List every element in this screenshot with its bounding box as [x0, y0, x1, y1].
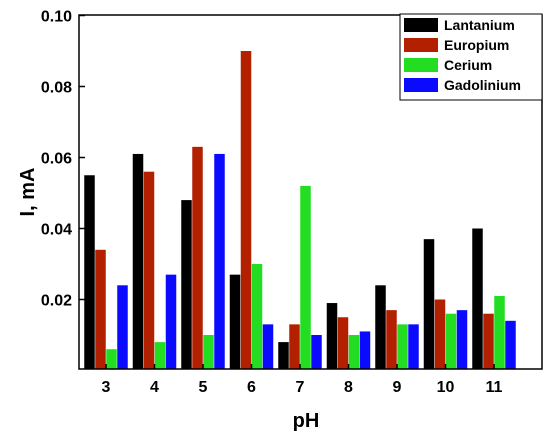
bar-lantanium-ph-7	[278, 342, 289, 369]
bar-europium-ph-5	[192, 146, 203, 369]
y-tick-label: 0.08	[41, 80, 72, 97]
bar-europium-ph-3	[95, 249, 106, 369]
x-axis-title: pH	[293, 410, 320, 432]
x-tick-label: 7	[296, 379, 305, 396]
bar-gadolinium-ph-7	[311, 335, 322, 369]
plot-frame	[78, 14, 543, 370]
y-axis: 0.02 0.04 0.06 0.08 0.10	[41, 9, 85, 310]
bar-europium-ph-10	[434, 299, 446, 369]
y-tick-label: 0.06	[41, 151, 72, 168]
x-tick-label: 3	[102, 379, 111, 396]
x-tick-label: 6	[247, 379, 256, 396]
legend-label-europium: Europium	[444, 37, 509, 53]
bar-lantanium-ph-10	[423, 239, 435, 369]
bar-lantanium-ph-9	[375, 285, 386, 369]
bar-cerium-ph-11	[494, 295, 505, 369]
x-axis: 3 4 5 6 7 8 9 10 11	[102, 364, 503, 396]
bar-lantanium-ph-6	[229, 274, 241, 369]
legend-swatch-cerium	[404, 58, 438, 72]
x-tick-label: 11	[486, 379, 503, 396]
x-tick-label: 8	[344, 379, 353, 396]
bar-cerium-ph-5	[203, 335, 214, 369]
bar-europium-ph-7	[289, 324, 300, 369]
bar-cerium-ph-7	[300, 185, 311, 369]
x-tick-label: 4	[150, 379, 159, 396]
legend-swatch-europium	[404, 38, 438, 52]
legend: Lantanium Europium Cerium Gadolinium	[399, 13, 543, 101]
bar-cerium-ph-6	[251, 264, 263, 369]
bar-gadolinium-ph-3	[117, 285, 128, 369]
y-tick-label: 0.10	[41, 9, 72, 26]
bar-gadolinium-ph-4	[165, 274, 177, 369]
bar-europium-ph-11	[483, 313, 494, 369]
x-tick-label: 10	[437, 379, 455, 396]
bar-cerium-ph-4	[154, 342, 166, 369]
legend-label-cerium: Cerium	[444, 57, 492, 73]
bar-europium-ph-8	[337, 317, 349, 369]
bar-lantanium-ph-5	[181, 200, 192, 369]
bar-gadolinium-ph-8	[359, 331, 371, 369]
bar-europium-ph-4	[143, 171, 155, 369]
bars-group	[84, 51, 516, 369]
bar-cerium-ph-8	[348, 335, 360, 369]
legend-label-gadolinium: Gadolinium	[444, 77, 521, 93]
y-tick-label: 0.02	[41, 293, 72, 310]
bar-gadolinium-ph-9	[408, 324, 419, 369]
bar-gadolinium-ph-6	[262, 324, 274, 369]
bar-cerium-ph-9	[397, 324, 408, 369]
bar-lantanium-ph-11	[472, 228, 483, 369]
y-tick-label: 0.04	[41, 222, 72, 239]
legend-swatch-lantanium	[404, 18, 438, 32]
bar-lantanium-ph-8	[326, 303, 338, 369]
bar-cerium-ph-3	[106, 349, 117, 369]
legend-label-lantanium: Lantanium	[444, 17, 515, 33]
legend-swatch-gadolinium	[404, 78, 438, 92]
x-tick-label: 5	[199, 379, 208, 396]
bar-cerium-ph-10	[445, 313, 457, 369]
bar-lantanium-ph-3	[84, 175, 95, 369]
bar-europium-ph-9	[386, 310, 397, 369]
x-tick-label: 9	[393, 379, 402, 396]
bar-europium-ph-6	[240, 51, 252, 369]
y-axis-title: I, mA	[17, 168, 39, 217]
bar-gadolinium-ph-5	[214, 153, 225, 369]
bar-gadolinium-ph-10	[456, 310, 468, 369]
bar-lantanium-ph-4	[132, 153, 144, 369]
bar-gadolinium-ph-11	[505, 320, 516, 369]
